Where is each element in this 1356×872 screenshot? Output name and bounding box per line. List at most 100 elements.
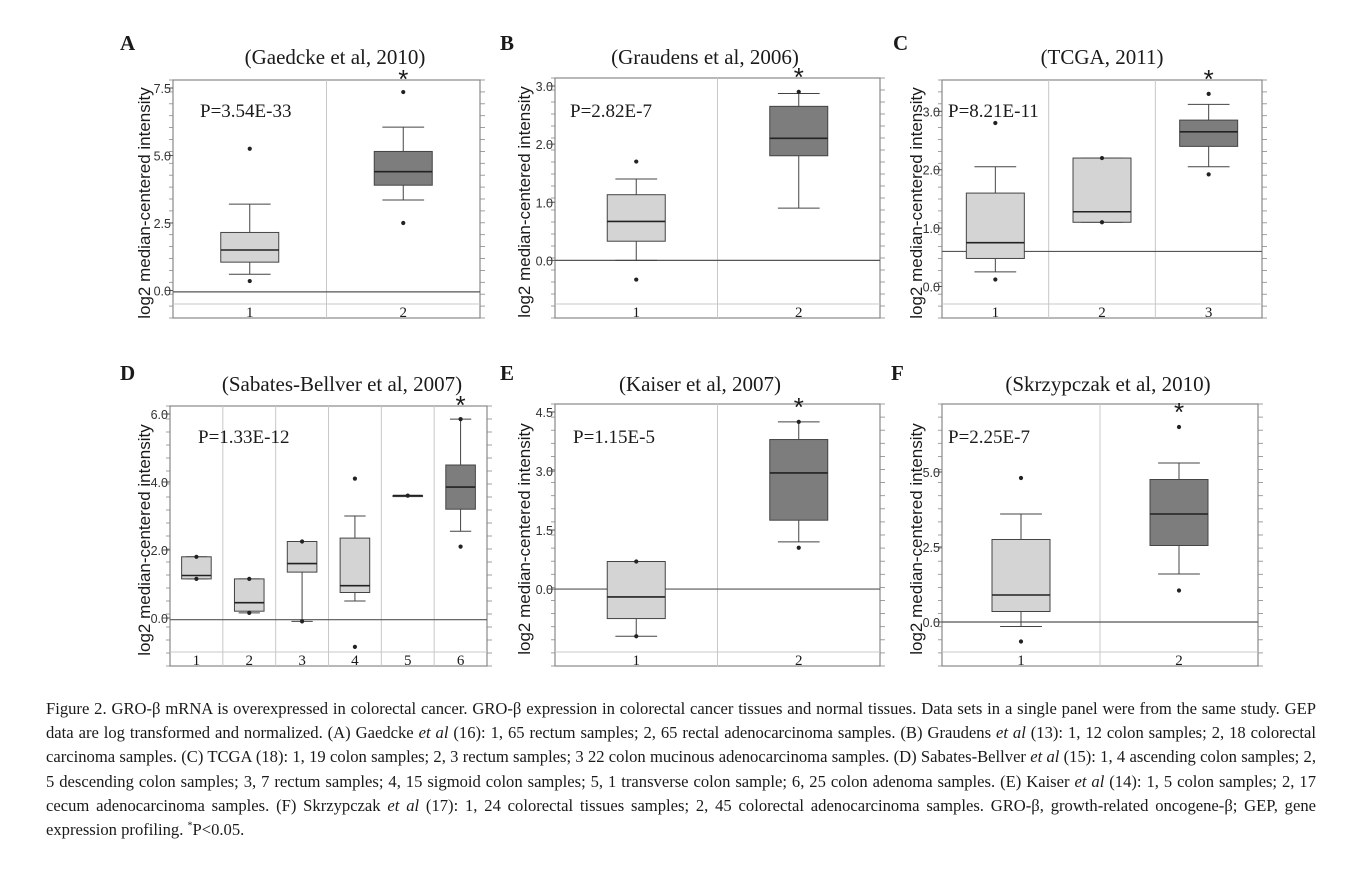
- outlier-point: [993, 120, 998, 126]
- caption-italic: et al: [1074, 771, 1105, 791]
- outlier-point: [1176, 424, 1182, 430]
- y-axis-label: log2 median-centered intensity: [907, 87, 926, 319]
- caption-text: P<0.05.: [192, 820, 245, 840]
- caption-text: (17): 1, 24 colorectal tissues samples; …: [46, 795, 1316, 840]
- x-tick-label: 1: [1017, 653, 1025, 669]
- x-tick-label: 3: [298, 653, 306, 669]
- outlier-point: [796, 89, 801, 94]
- y-tick-label: 2.0: [536, 138, 553, 152]
- box-group-1: 1: [991, 475, 1051, 669]
- y-tick-label: 4.5: [536, 406, 553, 420]
- y-tick-label: 1.0: [536, 196, 553, 210]
- x-tick-label: 5: [404, 653, 412, 669]
- y-axis-label: log2 median-centered intensity: [907, 423, 926, 655]
- box: [1149, 479, 1209, 546]
- significance-marker: *: [1174, 397, 1184, 427]
- outlier-point: [796, 419, 801, 424]
- box-group-2: 2*: [1149, 397, 1209, 669]
- panel-d: D (Sabates-Bellver et al, 2007) 0.0 2.0 4.0 6…: [120, 361, 492, 669]
- box-group-2: 2*: [769, 392, 829, 669]
- y-axis-label: log2 median-centered intensity: [515, 86, 534, 318]
- x-tick-label: 1: [992, 305, 1000, 321]
- p-value-label: P=2.25E-7: [948, 427, 1030, 448]
- y-tick-label: 0.0: [923, 616, 940, 630]
- outlier-point: [634, 634, 639, 639]
- x-tick-label: 2: [795, 653, 803, 669]
- outlier-point: [1099, 220, 1105, 225]
- y-tick-label: 0.0: [536, 254, 553, 268]
- y-tick-label: 2.0: [923, 164, 940, 178]
- panel-letter: A: [120, 31, 136, 55]
- y-tick-label: 5.0: [154, 150, 171, 164]
- y-axis-label: log2 median-centered intensity: [515, 423, 534, 655]
- y-tick-label: 3.0: [536, 465, 553, 479]
- y-axis-label: log2 median-centered intensity: [135, 87, 154, 319]
- box-group-3: 3: [286, 539, 318, 669]
- y-tick-label: 0.0: [923, 280, 940, 294]
- y-tick-label: 5.0: [923, 466, 940, 480]
- caption-text: Figure 2. GRO-β mRNA is overexpressed in…: [46, 699, 1316, 743]
- x-tick-label: 2: [246, 653, 254, 669]
- caption-text: (15): 1, 4 ascending colon samples; 2, 5…: [46, 747, 1316, 791]
- significance-marker: *: [794, 62, 804, 92]
- caption-superscript: *: [187, 820, 193, 832]
- outlier-point: [1206, 172, 1211, 177]
- caption-italic: et al: [1030, 747, 1060, 767]
- box: [1072, 157, 1132, 223]
- y-tick-label: 3.0: [536, 80, 553, 94]
- significance-marker: *: [456, 390, 466, 420]
- p-value-label: P=1.15E-5: [573, 427, 655, 448]
- y-tick-label: 0.0: [154, 285, 171, 299]
- outlier-point: [634, 559, 639, 564]
- outlier-point: [1176, 588, 1182, 593]
- y-tick-label: 7.5: [154, 82, 171, 96]
- outlier-point: [194, 554, 199, 559]
- p-value-label: P=2.82E-7: [570, 101, 652, 122]
- chart-title: (Gaedcke et al, 2010): [245, 45, 426, 69]
- chart-title: (Sabates-Bellver et al, 2007): [222, 372, 462, 396]
- box: [339, 537, 371, 593]
- caption-italic: et al: [387, 795, 420, 815]
- chart-title: (Kaiser et al, 2007): [619, 372, 781, 396]
- y-tick-label: 4.0: [151, 476, 168, 490]
- panel-letter: B: [500, 31, 514, 55]
- box: [220, 231, 280, 263]
- panel-b: B (Graudens et al, 2006) 0.0 1.0 2.0 3.0log2 …: [500, 31, 885, 321]
- outlier-point: [458, 544, 463, 549]
- y-tick-label: 0.0: [151, 612, 168, 626]
- x-tick-label: 1: [193, 653, 201, 669]
- outlier-point: [634, 277, 639, 282]
- box: [991, 539, 1051, 612]
- chart-title: (TCGA, 2011): [1041, 45, 1164, 69]
- box-group-1: 1: [220, 146, 280, 321]
- caption-text: (14): 1, 5 colon samples; 2, 17 cecum ad…: [46, 771, 1316, 815]
- box-group-5: 5: [392, 493, 424, 669]
- y-tick-label: 2.5: [154, 217, 171, 231]
- box-group-4: 4: [339, 476, 371, 669]
- caption-text: (13): 1, 12 colon samples; 2, 18 colorec…: [46, 723, 1317, 767]
- outlier-point: [352, 476, 358, 481]
- panel-letter: E: [500, 361, 514, 385]
- significance-marker: *: [794, 392, 804, 422]
- chart-title: (Graudens et al, 2006): [611, 45, 799, 69]
- y-tick-label: 2.5: [923, 541, 940, 555]
- box-group-2: 2: [233, 576, 265, 669]
- panel-letter: F: [891, 361, 904, 385]
- p-value-label: P=8.21E-11: [948, 101, 1039, 122]
- significance-marker: *: [398, 64, 408, 94]
- box: [965, 192, 1025, 259]
- p-value-label: P=3.54E-33: [200, 101, 291, 122]
- outlier-point: [401, 89, 406, 95]
- outlier-point: [1206, 91, 1211, 96]
- outlier-point: [796, 545, 801, 550]
- outlier-point: [299, 619, 305, 624]
- box-group-2: 2: [1072, 155, 1132, 321]
- outlier-point: [1018, 475, 1024, 481]
- x-tick-label: 1: [633, 653, 641, 669]
- box-group-1: 1: [606, 559, 666, 669]
- box: [769, 439, 829, 521]
